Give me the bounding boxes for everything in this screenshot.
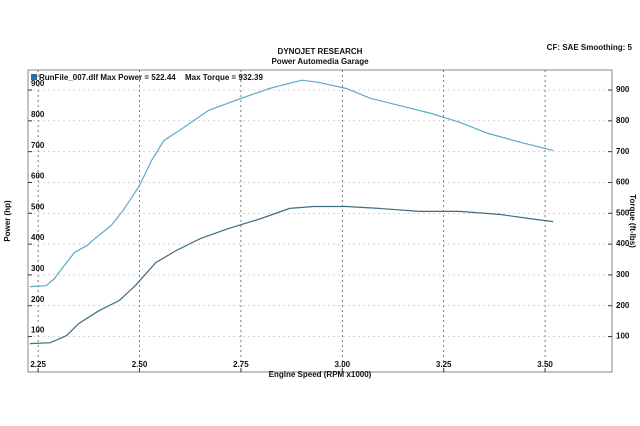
chart-title: DYNOJET RESEARCH	[278, 47, 363, 56]
y2-tick-label: 800	[616, 116, 630, 125]
x-tick-label: 2.50	[132, 360, 148, 369]
y-tick-label: 200	[31, 295, 45, 304]
x-tick-label: 3.00	[335, 360, 351, 369]
x-axis-label: Engine Speed (RPM x1000)	[269, 370, 372, 379]
y2-tick-label: 400	[616, 239, 630, 248]
x-tick-label: 3.25	[436, 360, 452, 369]
x-tick-label: 2.75	[233, 360, 249, 369]
y-tick-label: 700	[31, 141, 45, 150]
y2-tick-label: 500	[616, 208, 630, 217]
legend-swatch	[31, 74, 37, 80]
x-tick-label: 3.50	[537, 360, 553, 369]
legend-text: Max Torque = 932.39	[185, 73, 263, 82]
y2-tick-label: 600	[616, 178, 630, 187]
y-tick-label: 100	[31, 326, 45, 335]
y2-tick-label: 300	[616, 270, 630, 279]
plot-frame	[27, 69, 613, 373]
y-axis-label: Power (hp)	[3, 200, 12, 242]
y-tick-label: 600	[31, 172, 45, 181]
y2-axis-label: Torque (ft-lbs)	[628, 194, 637, 248]
chart-subtitle: Power Automedia Garage	[271, 57, 369, 66]
data-line	[29, 79, 554, 288]
data-line	[29, 205, 554, 345]
y2-tick-label: 200	[616, 301, 630, 310]
y-tick-label: 400	[31, 233, 45, 242]
y-tick-label: 800	[31, 110, 45, 119]
y-tick-label: 900	[31, 79, 45, 88]
y-tick-label: 500	[31, 202, 45, 211]
x-tick-label: 2.25	[30, 360, 46, 369]
y2-tick-label: 700	[616, 147, 630, 156]
y2-tick-label: 100	[616, 332, 630, 341]
y2-tick-label: 900	[616, 85, 630, 94]
legend-text: RunFile_007.dlf Max Power = 522.44	[39, 73, 176, 82]
y-tick-label: 300	[31, 264, 45, 273]
settings-text: CF: SAE Smoothing: 5	[547, 43, 633, 52]
